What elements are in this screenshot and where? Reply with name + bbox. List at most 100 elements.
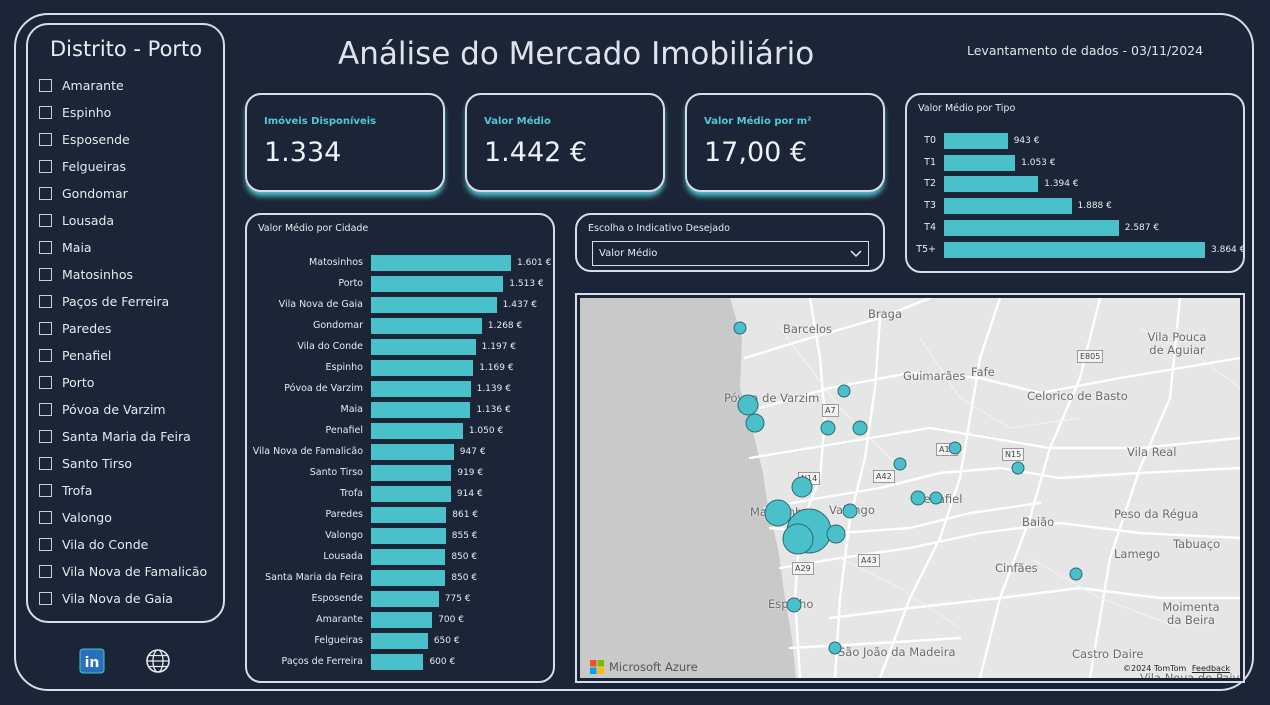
bar[interactable] xyxy=(944,241,1205,258)
checkbox[interactable] xyxy=(39,429,52,443)
checkbox[interactable] xyxy=(39,267,52,281)
filter-item[interactable]: Amarante xyxy=(39,75,124,95)
checkbox[interactable] xyxy=(39,510,52,524)
map-provider: Microsoft Azure xyxy=(590,660,698,674)
bar[interactable] xyxy=(944,154,1016,171)
map-bubble[interactable] xyxy=(842,503,858,519)
filter-item[interactable]: Maia xyxy=(39,237,92,257)
filter-item[interactable]: Santa Maria da Feira xyxy=(39,426,191,446)
map-bubble[interactable] xyxy=(948,441,962,455)
bar[interactable] xyxy=(371,381,471,397)
checkbox[interactable] xyxy=(39,348,52,362)
checkbox[interactable] xyxy=(39,294,52,308)
filter-item[interactable]: Vila do Conde xyxy=(39,534,148,554)
filter-item[interactable]: Matosinhos xyxy=(39,264,133,284)
bar[interactable] xyxy=(371,612,433,628)
map-bubble[interactable] xyxy=(828,641,842,655)
checkbox[interactable] xyxy=(39,213,52,227)
map-copyright: ©2024 TomTom xyxy=(1123,664,1187,673)
bar[interactable] xyxy=(371,297,497,313)
bar-category-label: Matosinhos xyxy=(309,257,363,268)
checkbox[interactable] xyxy=(39,483,52,497)
map-bubble[interactable] xyxy=(826,524,846,544)
checkbox[interactable] xyxy=(39,132,52,146)
checkbox[interactable] xyxy=(39,159,52,173)
map-bubble[interactable] xyxy=(910,490,926,506)
map-bubble[interactable] xyxy=(786,597,802,613)
filter-item[interactable]: Porto xyxy=(39,372,94,392)
filter-item[interactable]: Lousada xyxy=(39,210,114,230)
map-bubble[interactable] xyxy=(893,457,907,471)
filter-item-label: Santo Tirso xyxy=(62,455,133,471)
map-bubble[interactable] xyxy=(791,476,813,498)
filter-item[interactable]: Santo Tirso xyxy=(39,453,132,473)
bar[interactable] xyxy=(371,255,511,271)
map-bubble[interactable] xyxy=(737,394,759,416)
filter-item-label: Paredes xyxy=(62,320,112,336)
bar[interactable] xyxy=(371,402,471,418)
map-bubble[interactable] xyxy=(1069,567,1083,581)
map-bubble[interactable] xyxy=(852,420,868,436)
filter-item[interactable]: Gondomar xyxy=(39,183,128,203)
bar[interactable] xyxy=(944,219,1119,236)
bar-category-label: Trofa xyxy=(339,488,363,499)
bar[interactable] xyxy=(371,528,446,544)
bar[interactable] xyxy=(371,423,463,439)
bar[interactable] xyxy=(371,318,482,334)
map-bubble[interactable] xyxy=(837,384,851,398)
bar[interactable] xyxy=(371,654,424,670)
checkbox[interactable] xyxy=(39,537,52,551)
checkbox[interactable] xyxy=(39,564,52,578)
map-place-label: Tabuaço xyxy=(1173,537,1221,551)
filter-item[interactable]: Paredes xyxy=(39,318,111,338)
bar[interactable] xyxy=(944,133,1008,149)
filter-item[interactable]: Felgueiras xyxy=(39,156,126,176)
checkbox[interactable] xyxy=(39,105,52,119)
filter-item[interactable]: Espinho xyxy=(39,102,111,122)
map-road-label: A43 xyxy=(858,554,880,567)
checkbox[interactable] xyxy=(39,375,52,389)
checkbox[interactable] xyxy=(39,456,52,470)
map-bubble[interactable] xyxy=(929,491,943,505)
map-bubble[interactable] xyxy=(782,523,814,555)
bar[interactable] xyxy=(371,444,454,460)
bar[interactable] xyxy=(371,339,476,355)
map-visual[interactable]: Barcelos Braga Vila Pouca de Aguiar Guimarã… xyxy=(575,293,1245,683)
kpi-value: 1.442 € xyxy=(484,137,588,168)
bar[interactable] xyxy=(371,507,447,523)
bar[interactable] xyxy=(371,591,439,607)
map-bubble[interactable] xyxy=(733,321,747,335)
bar[interactable] xyxy=(944,176,1039,193)
bar[interactable] xyxy=(371,486,451,502)
bar[interactable] xyxy=(371,633,428,649)
linkedin-icon[interactable]: in xyxy=(79,648,105,678)
checkbox[interactable] xyxy=(39,591,52,605)
map-bubble[interactable] xyxy=(820,420,836,436)
bar[interactable] xyxy=(371,549,446,565)
filter-item[interactable]: Penafiel xyxy=(39,345,111,365)
filter-item[interactable]: Póvoa de Varzim xyxy=(39,399,166,419)
checkbox[interactable] xyxy=(39,78,52,92)
map-feedback-link[interactable]: Feedback xyxy=(1191,664,1230,673)
checkbox[interactable] xyxy=(39,186,52,200)
filter-item[interactable]: Trofa xyxy=(39,480,92,500)
map-bubble[interactable] xyxy=(745,413,765,433)
map-canvas[interactable]: Barcelos Braga Vila Pouca de Aguiar Guimarã… xyxy=(580,298,1240,678)
bar[interactable] xyxy=(371,360,474,376)
checkbox[interactable] xyxy=(39,321,52,335)
filter-item[interactable]: Vila Nova de Gaia xyxy=(39,588,173,608)
filter-item[interactable]: Esposende xyxy=(39,129,130,149)
checkbox[interactable] xyxy=(39,402,52,416)
bar[interactable] xyxy=(371,465,452,481)
checkbox[interactable] xyxy=(39,240,52,254)
globe-icon[interactable] xyxy=(145,648,171,678)
indicator-dropdown[interactable]: Valor Médio xyxy=(592,241,869,266)
filter-item[interactable]: Valongo xyxy=(39,507,112,527)
filter-item[interactable]: Vila Nova de Famalicão xyxy=(39,561,207,581)
filter-item[interactable]: Paços de Ferreira xyxy=(39,291,169,311)
bar[interactable] xyxy=(371,570,446,586)
bar[interactable] xyxy=(944,198,1072,215)
map-bubble[interactable] xyxy=(1011,461,1025,475)
bar[interactable] xyxy=(371,276,504,292)
map-bubble[interactable] xyxy=(764,499,792,527)
